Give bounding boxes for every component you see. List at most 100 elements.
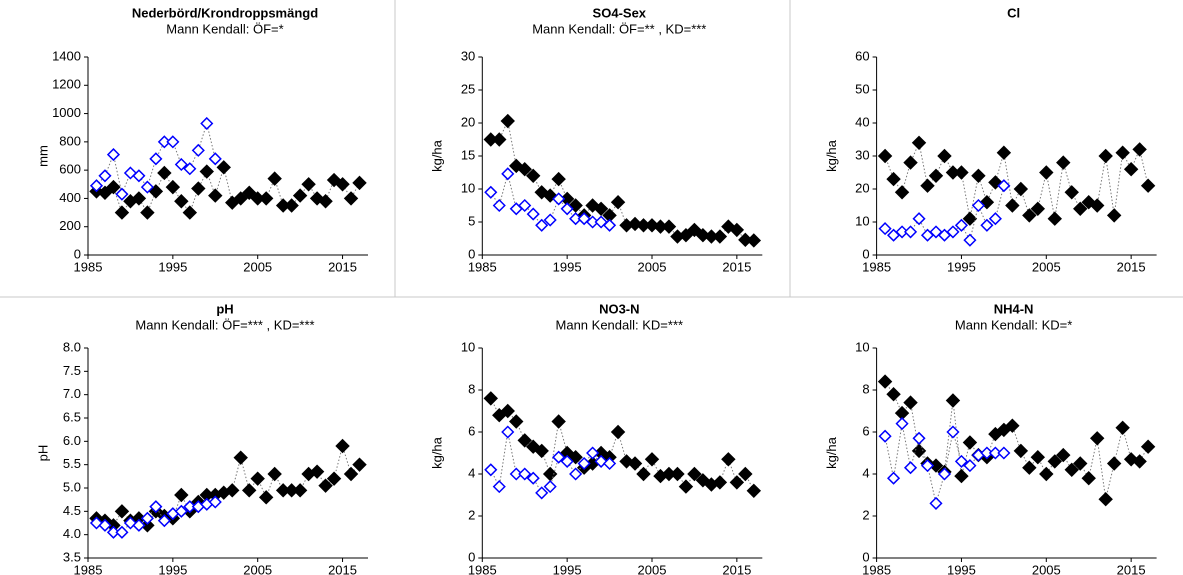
data-point bbox=[131, 191, 147, 206]
y-tick-label: 30 bbox=[461, 48, 475, 63]
data-point bbox=[216, 160, 231, 175]
data-point bbox=[997, 446, 1011, 460]
data-point bbox=[552, 192, 566, 206]
data-point bbox=[326, 471, 342, 486]
y-tick-label: 30 bbox=[855, 147, 869, 162]
data-point bbox=[1047, 454, 1062, 469]
x-tick-label: 1995 bbox=[553, 562, 582, 575]
data-point bbox=[501, 425, 515, 439]
data-point bbox=[912, 431, 926, 445]
data-point bbox=[526, 168, 541, 184]
x-tick-label: 2005 bbox=[1032, 259, 1061, 274]
data-point bbox=[946, 225, 960, 239]
x-tick-label: 2005 bbox=[243, 259, 272, 274]
data-point bbox=[89, 179, 104, 193]
x-tick-label: 2015 bbox=[1117, 562, 1146, 575]
y-tick-label: 0 bbox=[862, 246, 869, 261]
chart-subtitle: Mann Kendall: ÖF=*** , KD=*** bbox=[135, 317, 314, 332]
data-point bbox=[267, 466, 282, 482]
data-point bbox=[149, 500, 163, 514]
data-point bbox=[1106, 456, 1122, 471]
data-point bbox=[971, 168, 986, 184]
chart-subtitle: Mann Kendall: KD=* bbox=[955, 317, 1072, 332]
y-tick-label: 5 bbox=[468, 213, 475, 228]
data-point bbox=[937, 148, 952, 164]
data-point bbox=[903, 155, 918, 170]
y-tick-label: 5.0 bbox=[63, 479, 81, 494]
data-point bbox=[903, 395, 918, 410]
data-point bbox=[963, 233, 977, 247]
y-tick-label: 5.5 bbox=[63, 456, 81, 471]
data-point bbox=[1030, 449, 1046, 465]
data-point bbox=[182, 205, 198, 220]
chart-subtitle: Mann Kendall: ÖF=** , KD=*** bbox=[532, 21, 706, 36]
data-point bbox=[157, 135, 171, 149]
data-point bbox=[996, 145, 1012, 160]
y-tick-label: 0 bbox=[468, 549, 475, 564]
chart-title: NH4-N bbox=[994, 301, 1034, 316]
chart-title: Cl bbox=[1007, 5, 1020, 20]
data-point bbox=[746, 483, 762, 499]
y-axis-label: kg/ha bbox=[824, 436, 839, 469]
data-point bbox=[535, 218, 549, 232]
x-tick-label: 1995 bbox=[947, 259, 976, 274]
data-point bbox=[106, 148, 121, 162]
y-tick-label: 4.5 bbox=[63, 503, 81, 518]
x-tick-label: 1985 bbox=[74, 562, 103, 575]
data-point bbox=[352, 457, 367, 472]
data-point bbox=[1089, 198, 1105, 213]
y-tick-label: 60 bbox=[855, 48, 869, 63]
data-point bbox=[191, 181, 206, 196]
data-point bbox=[174, 157, 188, 172]
data-point bbox=[1056, 447, 1071, 463]
data-point bbox=[1039, 165, 1054, 180]
data-point bbox=[877, 374, 893, 389]
data-point bbox=[678, 479, 694, 494]
data-point bbox=[1089, 431, 1105, 446]
data-point bbox=[106, 179, 121, 195]
data-point bbox=[543, 213, 557, 227]
data-point bbox=[962, 211, 978, 226]
data-point bbox=[518, 467, 532, 481]
data-point bbox=[157, 165, 172, 181]
data-point bbox=[911, 135, 927, 151]
data-point bbox=[912, 212, 926, 226]
data-point bbox=[1115, 420, 1130, 436]
x-tick-label: 1985 bbox=[862, 562, 891, 575]
chart-title: pH bbox=[216, 301, 233, 316]
data-point bbox=[208, 495, 222, 509]
data-point bbox=[140, 511, 154, 525]
data-point bbox=[183, 162, 197, 176]
data-point bbox=[106, 525, 121, 539]
y-tick-label: 10 bbox=[461, 339, 475, 354]
y-tick-label: 0 bbox=[74, 246, 81, 261]
data-point bbox=[937, 467, 952, 481]
data-point bbox=[242, 483, 257, 498]
y-tick-label: 8 bbox=[862, 381, 869, 396]
x-tick-label: 1995 bbox=[158, 562, 187, 575]
y-tick-label: 1400 bbox=[52, 48, 81, 63]
data-point bbox=[542, 466, 558, 482]
y-tick-label: 6.0 bbox=[63, 433, 81, 448]
data-point bbox=[877, 148, 893, 164]
data-point bbox=[954, 218, 969, 232]
data-point bbox=[687, 466, 702, 482]
data-point bbox=[284, 198, 299, 213]
data-point bbox=[518, 198, 532, 213]
y-tick-label: 3.5 bbox=[63, 549, 81, 564]
y-tick-label: 6.5 bbox=[63, 409, 81, 424]
data-point bbox=[1140, 178, 1156, 193]
data-point bbox=[233, 450, 248, 465]
data-point bbox=[636, 466, 651, 482]
y-axis-label: kg/ha bbox=[430, 139, 445, 172]
data-point bbox=[997, 179, 1011, 193]
data-point bbox=[746, 233, 762, 248]
data-point bbox=[258, 191, 274, 206]
data-point bbox=[526, 207, 540, 221]
data-point bbox=[484, 463, 498, 477]
data-point bbox=[174, 194, 189, 209]
data-point bbox=[627, 456, 643, 471]
data-point bbox=[1140, 439, 1156, 454]
data-point bbox=[962, 435, 978, 450]
data-point bbox=[301, 177, 316, 192]
